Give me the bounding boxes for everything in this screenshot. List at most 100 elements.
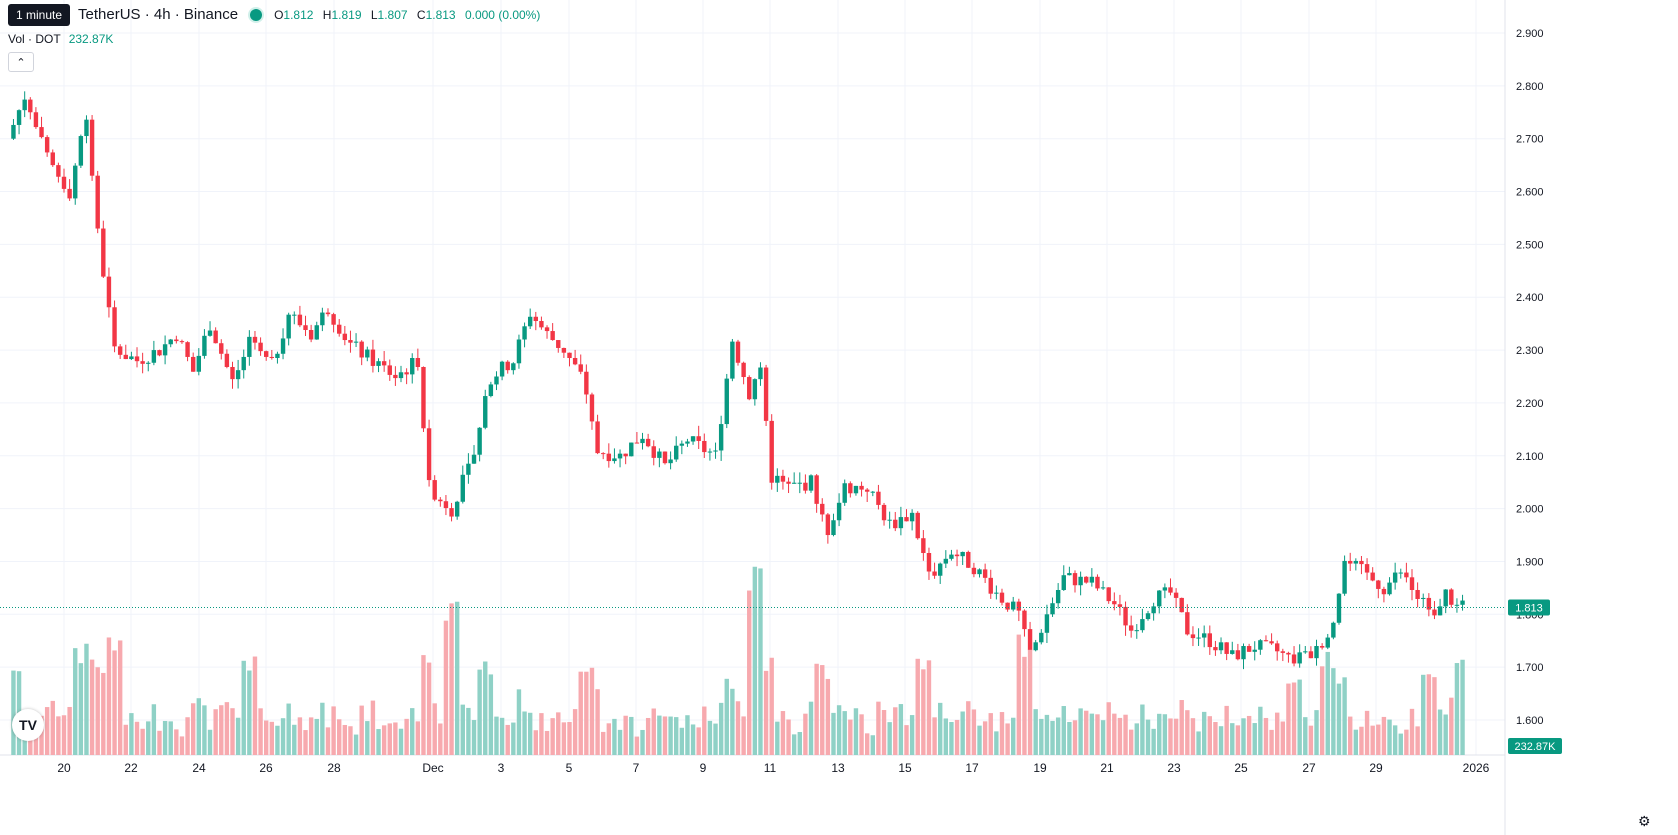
- candle-body: [505, 361, 510, 371]
- x-tick-label: 19: [1033, 761, 1047, 775]
- candle-body: [1314, 646, 1319, 659]
- candle-body: [550, 331, 555, 341]
- candle-body: [690, 436, 696, 442]
- candle-body: [1454, 604, 1460, 606]
- candle-body: [106, 276, 112, 308]
- volume-bar: [1308, 725, 1314, 755]
- volume-bar: [1185, 710, 1190, 755]
- candle-body: [398, 372, 404, 379]
- volume-bar: [674, 717, 679, 755]
- candle-body: [410, 358, 415, 375]
- volume-bar: [202, 705, 207, 755]
- volume-bar: [387, 723, 392, 755]
- volume-bar: [1364, 710, 1370, 755]
- volume-bar: [1095, 714, 1100, 755]
- volume-bar: [1359, 726, 1364, 755]
- x-tick-label: 11: [764, 761, 777, 775]
- volume-bar: [1044, 714, 1050, 755]
- tradingview-logo-icon[interactable]: TV: [12, 709, 44, 741]
- volume-label[interactable]: Vol · DOT: [8, 32, 61, 46]
- candle-body: [84, 119, 89, 137]
- candle-body: [337, 324, 342, 334]
- volume-bar: [50, 700, 55, 755]
- candle-body: [758, 367, 763, 380]
- volume-bar: [78, 663, 84, 755]
- volume-bar: [1370, 725, 1375, 755]
- y-tick-label: 2.800: [1516, 81, 1544, 93]
- volume-bar: [1269, 729, 1274, 755]
- volume-bar: [112, 650, 117, 755]
- y-tick-label: 1.700: [1516, 662, 1544, 674]
- candle-body: [1348, 560, 1353, 564]
- candle-body: [1078, 576, 1083, 586]
- candle-body: [1033, 642, 1038, 651]
- candle-body: [1112, 601, 1117, 605]
- volume-bar: [410, 708, 415, 755]
- candle-body: [168, 339, 173, 345]
- candle-body: [134, 356, 140, 362]
- x-tick-label: 26: [259, 761, 273, 775]
- candle-body: [893, 519, 898, 529]
- volume-bar: [39, 715, 44, 755]
- volume-bar: [331, 706, 336, 755]
- volume-bar: [280, 718, 286, 755]
- open-label: O: [274, 7, 284, 22]
- candle-body: [898, 517, 904, 529]
- candle-body: [561, 347, 567, 353]
- volume-bar: [157, 730, 162, 755]
- candle-body: [89, 119, 95, 176]
- candle-body: [393, 374, 398, 379]
- candle-body: [235, 370, 241, 380]
- candle-body: [314, 325, 319, 340]
- candle-body: [539, 321, 544, 328]
- candle-body: [718, 424, 724, 451]
- volume-bar: [1072, 720, 1078, 755]
- x-tick-label: 29: [1369, 761, 1383, 775]
- change-value: 0.000 (0.00%): [464, 7, 541, 22]
- volume-bar: [999, 712, 1005, 755]
- candle-body: [443, 501, 449, 509]
- market-status-dot-icon[interactable]: [250, 8, 263, 21]
- volume-bar: [567, 721, 572, 755]
- volume-bar: [365, 721, 370, 755]
- volume-bar: [1325, 651, 1330, 755]
- candle-body: [1224, 642, 1229, 654]
- candle-body: [11, 124, 16, 139]
- candle-body: [308, 329, 314, 340]
- volume-bar: [499, 717, 505, 755]
- volume-bar: [1258, 706, 1263, 755]
- candle-body: [606, 453, 612, 462]
- candle-body: [1275, 643, 1280, 652]
- symbol-title[interactable]: TetherUS · 4h · Binance: [78, 6, 239, 23]
- volume-legend: Vol · DOT 232.87K: [8, 32, 113, 46]
- volume-bar: [168, 721, 173, 755]
- volume-bar: [589, 667, 595, 755]
- volume-bar: [977, 725, 982, 755]
- candle-body: [207, 330, 213, 336]
- collapse-legend-button[interactable]: ⌃: [8, 52, 34, 72]
- volume-bar: [84, 643, 89, 755]
- candle-body: [381, 361, 387, 366]
- high-value: 1.819: [331, 7, 362, 22]
- settings-icon[interactable]: ⚙: [1638, 813, 1651, 829]
- candle-body: [943, 558, 949, 564]
- volume-bar: [1100, 720, 1106, 755]
- candle-body: [533, 316, 538, 322]
- candle-body: [909, 512, 915, 522]
- volume-bar: [780, 711, 786, 755]
- volume-bar: [376, 729, 381, 755]
- volume-badge: [1508, 738, 1562, 754]
- candle-body: [848, 483, 853, 494]
- volume-bar: [1050, 720, 1055, 755]
- candle-body: [185, 342, 190, 357]
- candle-body: [651, 446, 656, 458]
- volume-bar: [1449, 697, 1454, 755]
- volume-bar: [797, 732, 802, 755]
- candle-body: [140, 361, 145, 364]
- volume-bar: [747, 590, 752, 755]
- volume-bar: [954, 719, 960, 755]
- volume-bar: [1331, 668, 1336, 755]
- candle-body: [1230, 650, 1235, 654]
- candle-body: [1055, 589, 1061, 604]
